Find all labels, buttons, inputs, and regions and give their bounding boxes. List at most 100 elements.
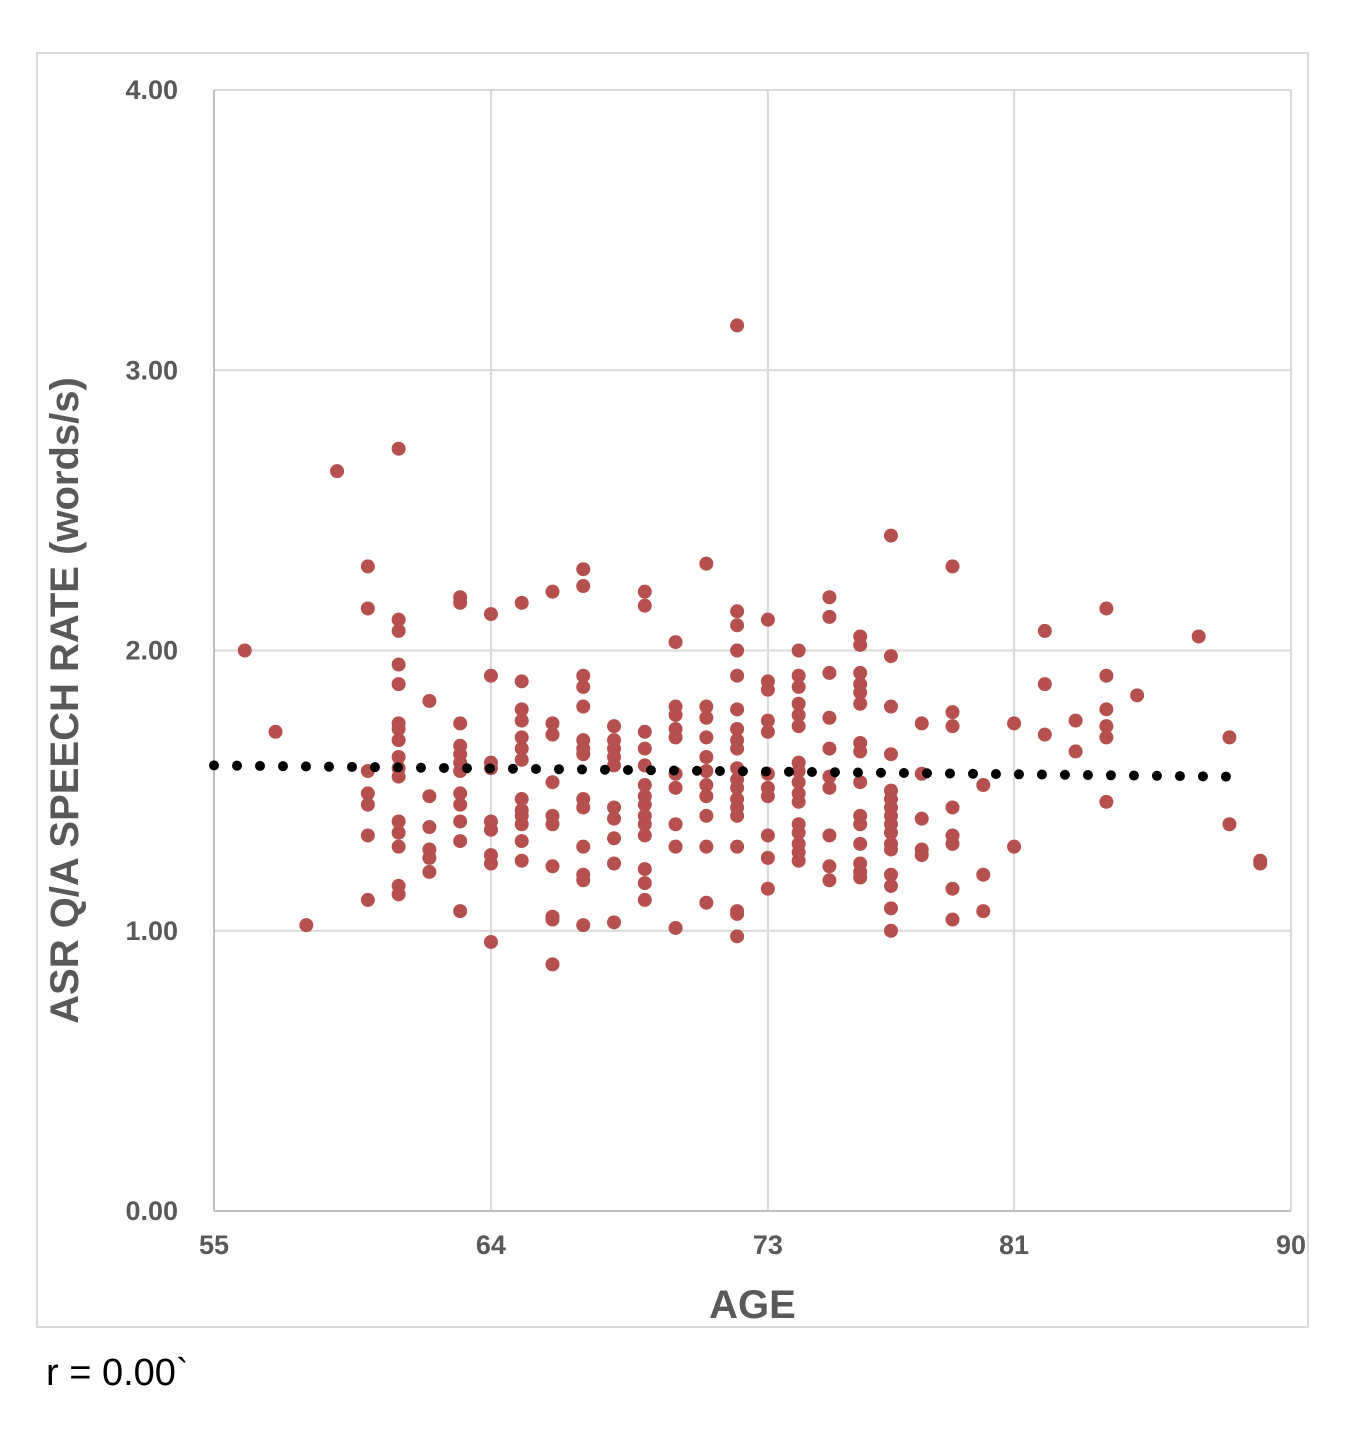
data-point [760, 612, 775, 627]
data-point [514, 595, 529, 610]
data-point [607, 758, 622, 773]
data-point [760, 828, 775, 843]
data-point [730, 318, 745, 333]
data-point [391, 825, 406, 840]
data-point [391, 441, 406, 456]
data-point [637, 862, 652, 877]
data-point [637, 876, 652, 891]
y-tick-label: 3.00 [125, 355, 178, 385]
data-point [360, 892, 375, 907]
data-point [730, 604, 745, 619]
data-point [668, 635, 683, 650]
data-point [730, 643, 745, 658]
data-point [637, 598, 652, 613]
data-point [760, 713, 775, 728]
tick-labels: 0.00 1.00 2.00 3.00 4.00 55 64 73 81 90 [125, 75, 1306, 1260]
data-point [760, 850, 775, 865]
data-point [945, 705, 960, 720]
data-point [699, 789, 714, 804]
data-point [730, 906, 745, 921]
data-point [822, 665, 837, 680]
data-point [1007, 839, 1022, 854]
data-point [545, 817, 560, 832]
data-point [668, 730, 683, 745]
data-point [945, 912, 960, 927]
data-point [914, 811, 929, 826]
scatter-plot: 0.00 1.00 2.00 3.00 4.00 55 64 73 81 90 AGE ASR Q… [43, 75, 1306, 1327]
x-tick-label: 90 [1276, 1230, 1306, 1260]
data-point [391, 749, 406, 764]
y-tick-label: 2.00 [125, 636, 178, 666]
data-point [760, 881, 775, 896]
data-point [699, 556, 714, 571]
data-point [453, 716, 468, 731]
data-point [730, 808, 745, 823]
data-point [483, 934, 498, 949]
data-point [514, 817, 529, 832]
data-point [237, 643, 252, 658]
data-point [1099, 601, 1114, 616]
chart-area: 0.00 1.00 2.00 3.00 4.00 55 64 73 81 90 AGE ASR Q… [36, 52, 1309, 1328]
data-point [453, 786, 468, 801]
data-point [391, 721, 406, 736]
data-point [822, 710, 837, 725]
x-tick-label: 55 [199, 1230, 229, 1260]
data-point [576, 800, 591, 815]
data-point [914, 848, 929, 863]
data-point [945, 800, 960, 815]
data-point [914, 716, 929, 731]
data-point [637, 724, 652, 739]
data-point [730, 721, 745, 736]
data-point [391, 769, 406, 784]
data-point [1253, 856, 1268, 871]
x-axis-title: AGE [709, 1283, 796, 1327]
data-point [883, 878, 898, 893]
data-point [853, 665, 868, 680]
data-point [1099, 794, 1114, 809]
data-point [853, 685, 868, 700]
data-point [668, 707, 683, 722]
data-point [545, 957, 560, 972]
data-point [576, 579, 591, 594]
data-point [514, 834, 529, 849]
correlation-note: r = 0.00` [46, 1352, 189, 1394]
data-point [853, 870, 868, 885]
data-point [391, 612, 406, 627]
data-point [791, 707, 806, 722]
data-point [545, 912, 560, 927]
data-point [1037, 677, 1052, 692]
data-point [576, 918, 591, 933]
data-point [822, 828, 837, 843]
data-point [637, 741, 652, 756]
data-point [1222, 817, 1237, 832]
data-point [514, 713, 529, 728]
data-point [853, 775, 868, 790]
data-point [976, 867, 991, 882]
data-point [853, 637, 868, 652]
data-point [637, 778, 652, 793]
data-point [945, 836, 960, 851]
data-point [883, 699, 898, 714]
y-tick-label: 1.00 [125, 916, 178, 946]
data-point [668, 839, 683, 854]
data-point [822, 590, 837, 605]
data-point [883, 747, 898, 762]
data-point [514, 674, 529, 689]
data-point [483, 822, 498, 837]
data-point [791, 668, 806, 683]
data-point [453, 834, 468, 849]
data-point [360, 786, 375, 801]
data-point [668, 817, 683, 832]
data-point [483, 607, 498, 622]
data-point [483, 856, 498, 871]
data-point [422, 850, 437, 865]
data-point [607, 800, 622, 815]
data-point [699, 764, 714, 779]
data-point [822, 741, 837, 756]
data-point [268, 724, 283, 739]
data-point [1068, 713, 1083, 728]
data-point [514, 853, 529, 868]
data-point [391, 887, 406, 902]
data-point [391, 839, 406, 854]
data-point [760, 724, 775, 739]
